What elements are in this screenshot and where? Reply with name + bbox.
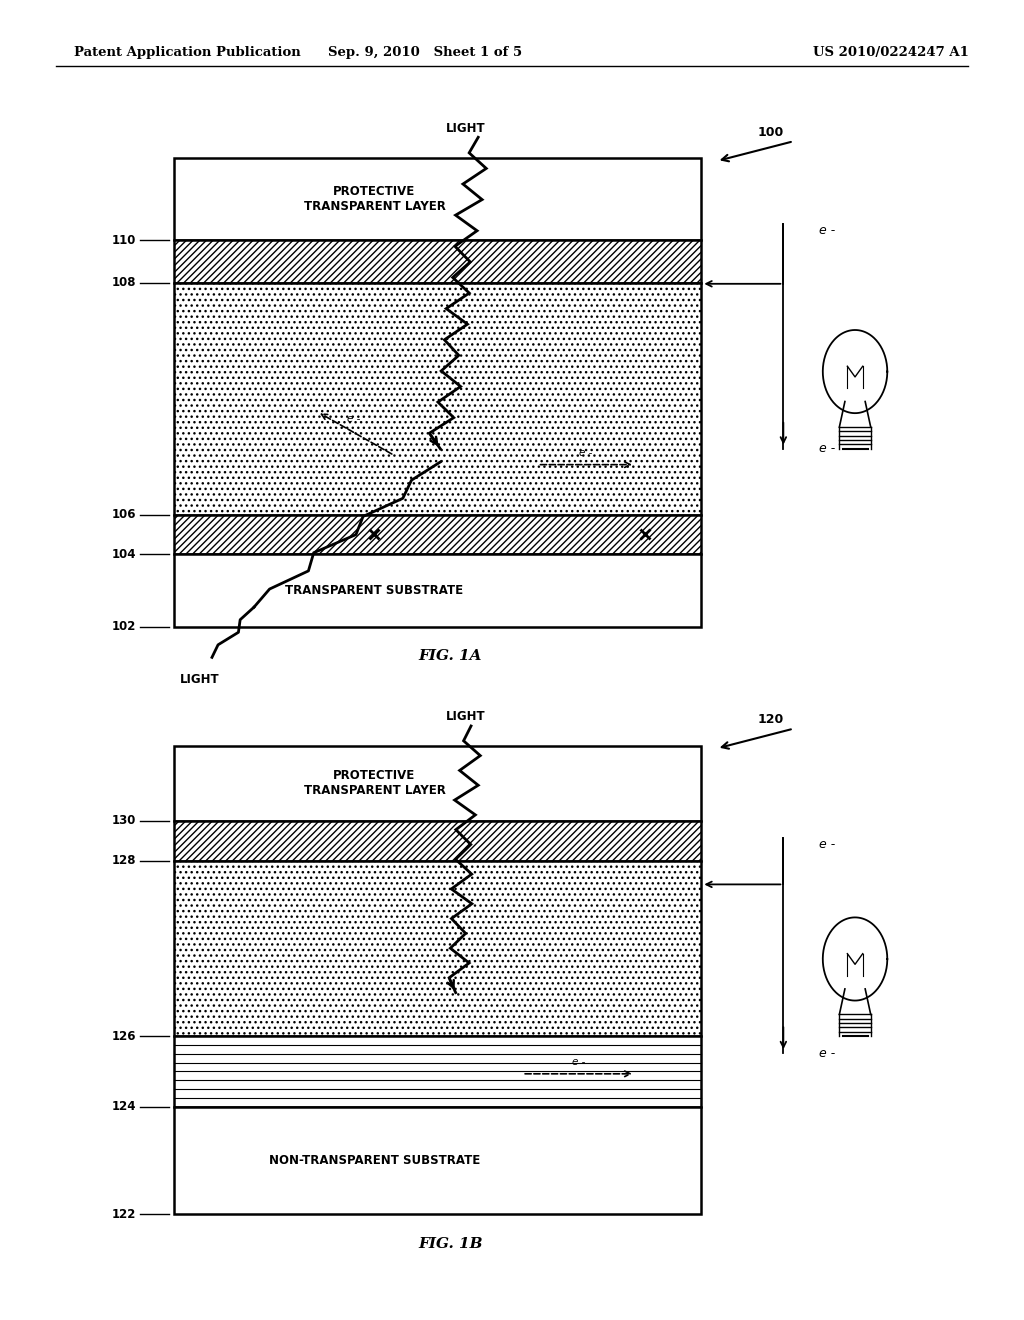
Text: 104: 104 [112,548,136,561]
Text: TRANSPARENT SUBSTRATE: TRANSPARENT SUBSTRATE [286,585,464,597]
Bar [174,515,701,554]
Text: 110: 110 [112,234,136,247]
Text: 122: 122 [112,1208,136,1221]
Text: FIG. 1B: FIG. 1B [419,1237,482,1251]
Text: e -: e - [819,224,836,238]
Text: 124: 124 [112,1100,136,1113]
Text: LIGHT: LIGHT [180,673,219,686]
Text: 130: 130 [112,814,136,828]
Text: 128: 128 [112,854,136,867]
Text: e -: e - [346,413,360,424]
Bar [174,282,701,515]
Text: 102: 102 [112,620,136,634]
Text: 120: 120 [758,713,784,726]
Text: 126: 126 [112,1030,136,1043]
Text: NON-TRANSPARENT SUBSTRATE: NON-TRANSPARENT SUBSTRATE [269,1154,480,1167]
Bar [174,158,701,240]
Text: PROTECTIVE
TRANSPARENT LAYER: PROTECTIVE TRANSPARENT LAYER [303,770,445,797]
Text: US 2010/0224247 A1: US 2010/0224247 A1 [813,46,969,59]
Bar [174,746,701,821]
Bar [174,1036,701,1106]
Text: 108: 108 [112,276,136,289]
Text: LIGHT: LIGHT [446,121,485,135]
Bar [174,821,701,861]
Text: Sep. 9, 2010   Sheet 1 of 5: Sep. 9, 2010 Sheet 1 of 5 [328,46,522,59]
Bar [174,1106,701,1214]
Bar [174,554,701,627]
Text: FIG. 1A: FIG. 1A [419,649,482,664]
Text: LIGHT: LIGHT [446,710,485,723]
Bar [174,240,701,282]
Text: e -: e - [819,1047,836,1060]
Text: Patent Application Publication: Patent Application Publication [74,46,300,59]
Text: PROTECTIVE
TRANSPARENT LAYER: PROTECTIVE TRANSPARENT LAYER [303,185,445,214]
Text: e -: e - [819,442,836,455]
Text: e -: e - [571,1057,586,1067]
Bar [174,861,701,1036]
Text: 106: 106 [112,508,136,521]
Text: e -: e - [819,838,836,851]
Text: e -: e - [579,447,593,458]
Text: 100: 100 [758,125,784,139]
